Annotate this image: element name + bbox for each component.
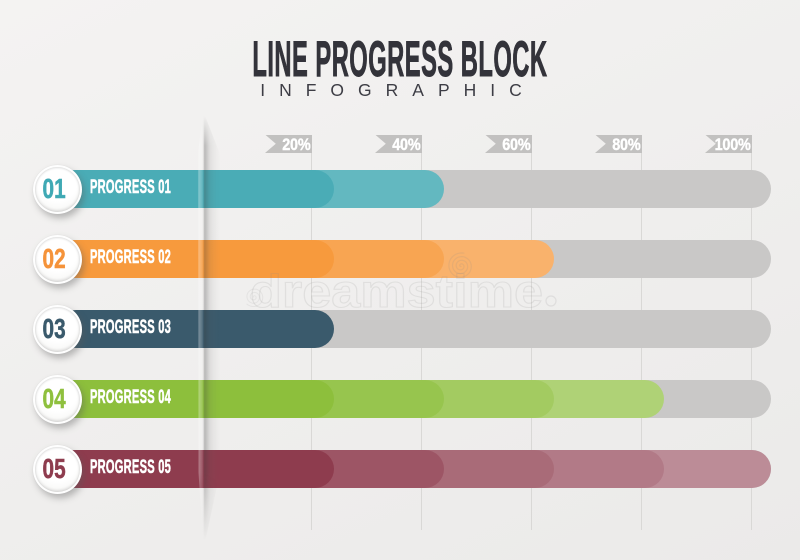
svg-text:dreamstime: dreamstime bbox=[250, 265, 543, 317]
